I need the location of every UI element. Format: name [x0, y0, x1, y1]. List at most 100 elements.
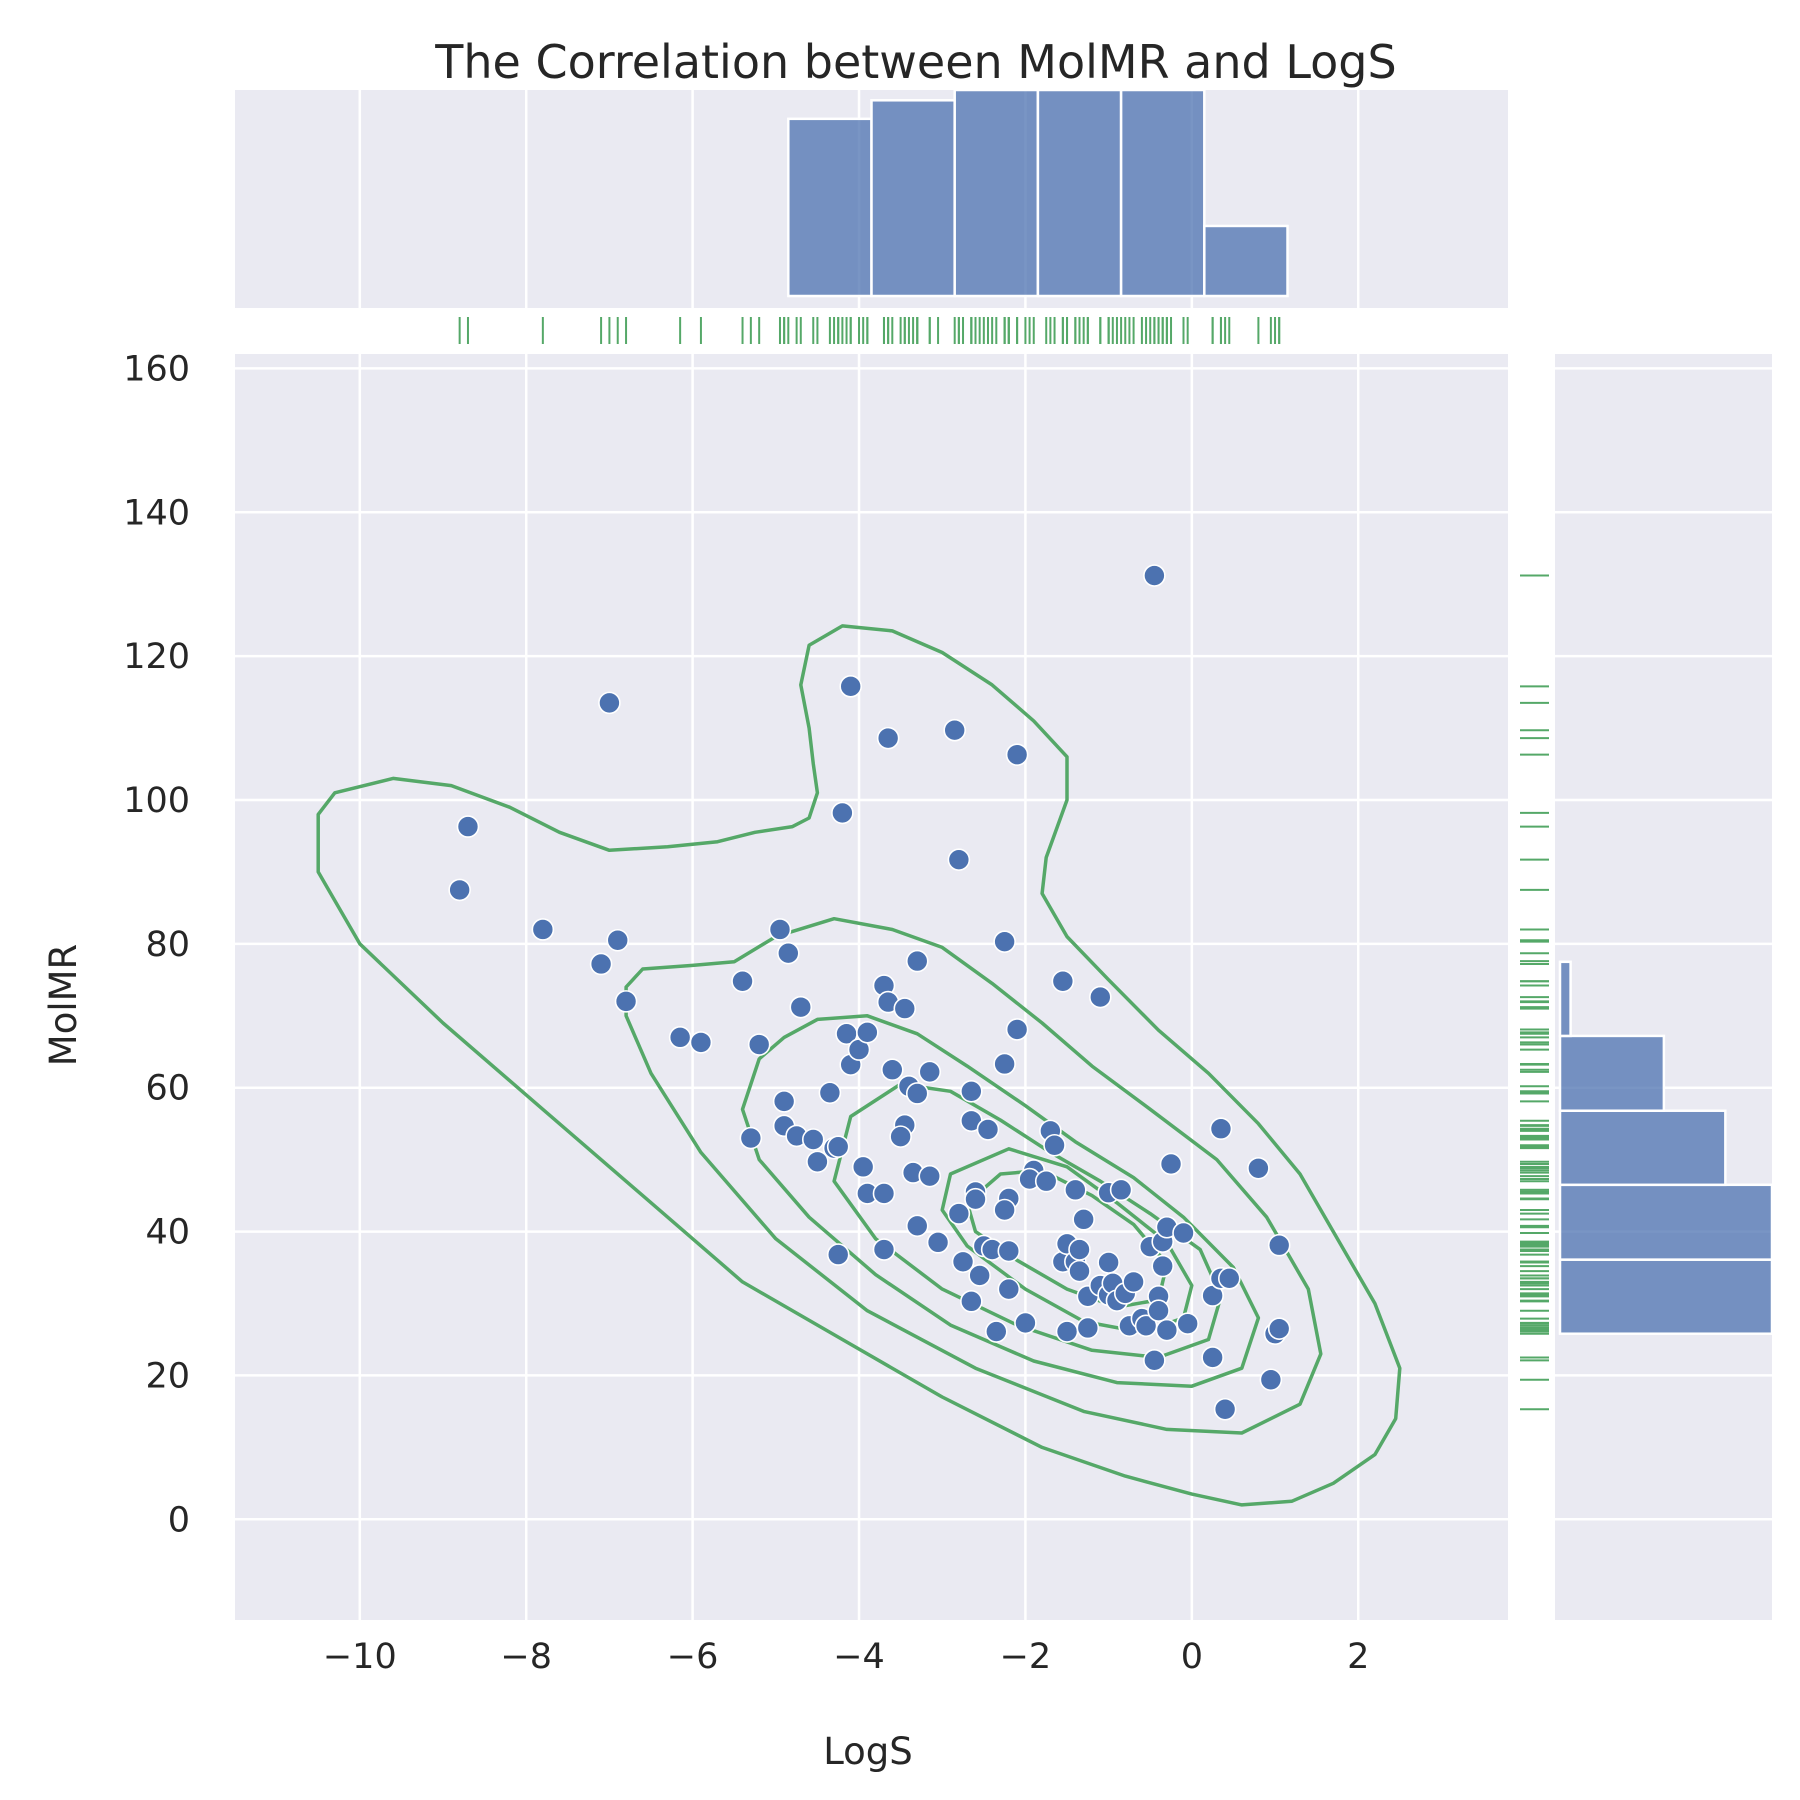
scatter-point — [789, 995, 813, 1019]
scatter-point — [826, 1135, 850, 1158]
scatter-point — [968, 1264, 991, 1287]
scatter-point — [589, 952, 613, 976]
scatter-point — [606, 928, 630, 952]
scatter-point — [1043, 1133, 1066, 1157]
y-histogram-bar — [1558, 1183, 1774, 1261]
scatter-point — [1209, 1117, 1233, 1141]
scatter-point — [801, 1128, 825, 1151]
scatter-point — [1034, 1169, 1058, 1193]
right-marginal-panel — [1520, 354, 1774, 1620]
x-axis-label: LogS — [823, 1730, 913, 1773]
scatter-point — [856, 1021, 879, 1044]
scatter-point — [1055, 1320, 1079, 1343]
scatter-point — [1064, 1178, 1087, 1202]
y-tick-label: 80 — [145, 925, 190, 965]
scatter-point — [1172, 1221, 1195, 1245]
scatter-point — [997, 1239, 1021, 1263]
scatter-point — [839, 675, 862, 698]
scatter-point — [668, 1026, 692, 1049]
scatter-point — [943, 718, 967, 742]
x-tick-label: 0 — [1181, 1637, 1203, 1677]
scatter-point — [997, 1277, 1021, 1301]
scatter-point — [947, 848, 971, 871]
scatter-point — [993, 1198, 1016, 1222]
x-tick-label: 2 — [1347, 1637, 1369, 1677]
scatter-point — [831, 801, 854, 825]
x-histogram-bar — [870, 99, 956, 298]
scatter-point — [1076, 1316, 1100, 1340]
scatter-point — [1217, 1267, 1241, 1290]
scatter-point — [614, 990, 638, 1013]
x-tick-label: −2 — [1000, 1637, 1052, 1677]
scatter-point — [531, 918, 555, 941]
scatter-point — [889, 1125, 912, 1148]
right-marginal-background — [1555, 354, 1772, 1620]
scatter-point — [776, 941, 800, 965]
scatter-point — [768, 918, 792, 941]
scatter-point — [964, 1187, 987, 1211]
y-histogram-bar — [1558, 1034, 1666, 1112]
scatter-point — [872, 1182, 896, 1205]
chart-title: The Correlation between MolMR and LogS — [434, 35, 1396, 89]
y-tick-label: 100 — [123, 781, 190, 821]
scatter-point — [881, 1058, 904, 1082]
y-tick-label: 60 — [145, 1069, 190, 1109]
scatter-point — [1143, 1349, 1166, 1372]
scatter-point — [993, 930, 1016, 953]
y-tick-label: 40 — [145, 1213, 190, 1253]
scatter-point — [806, 1150, 829, 1174]
scatter-point — [951, 1250, 975, 1274]
y-histogram-bar — [1558, 1109, 1727, 1187]
scatter-point — [456, 815, 480, 838]
scatter-point — [1155, 1318, 1179, 1342]
scatter-point — [739, 1126, 763, 1150]
joint-plot-background — [235, 354, 1508, 1620]
scatter-point — [918, 1060, 942, 1084]
scatter-point — [1005, 743, 1029, 766]
scatter-point — [1147, 1299, 1170, 1322]
scatter-point — [1122, 1270, 1145, 1294]
scatter-point — [960, 1080, 983, 1103]
scatter-point — [851, 1155, 875, 1179]
scatter-point — [747, 1033, 771, 1056]
scatter-point — [1267, 1233, 1291, 1257]
scatter-point — [872, 1238, 896, 1261]
scatter-point — [876, 726, 900, 750]
y-histogram-bar — [1558, 960, 1572, 1038]
scatter-point — [1259, 1368, 1283, 1392]
x-histogram-bar — [953, 88, 1040, 298]
x-histogram-bar — [1119, 88, 1206, 298]
scatter-point — [1068, 1259, 1091, 1283]
x-histogram-bar — [1203, 224, 1289, 298]
scatter-point — [905, 1214, 929, 1238]
scatter-point — [926, 1231, 950, 1254]
top-marginal-panel — [235, 88, 1508, 344]
scatter-point — [1109, 1178, 1133, 1202]
x-tick-label: −4 — [833, 1637, 885, 1677]
x-tick-label: −6 — [667, 1637, 719, 1677]
scatter-point — [960, 1290, 983, 1313]
scatter-point — [985, 1320, 1008, 1343]
x-histogram-bar — [787, 117, 873, 298]
scatter-point — [1213, 1397, 1237, 1421]
scatter-point — [731, 969, 754, 993]
y-tick-label: 160 — [123, 349, 190, 389]
kde-contour — [316, 624, 1402, 1507]
scatter-point — [947, 1202, 971, 1225]
scatter-point — [918, 1164, 942, 1188]
scatter-point — [448, 878, 471, 902]
x-histogram-bar — [1036, 88, 1123, 298]
y-tick-label: 140 — [123, 493, 190, 533]
kde-contour — [624, 916, 1323, 1435]
scatter-point — [1176, 1312, 1199, 1335]
scatter-point — [1068, 1238, 1091, 1261]
y-tick-label: 120 — [123, 637, 190, 677]
scatter-point — [1097, 1251, 1120, 1274]
scatter-point — [1159, 1152, 1183, 1176]
scatter-point — [1201, 1346, 1224, 1369]
scatter-point — [1247, 1156, 1270, 1180]
x-tick-label: −10 — [323, 1637, 397, 1677]
scatter-point — [689, 1031, 713, 1054]
scatter-point — [1072, 1208, 1095, 1231]
